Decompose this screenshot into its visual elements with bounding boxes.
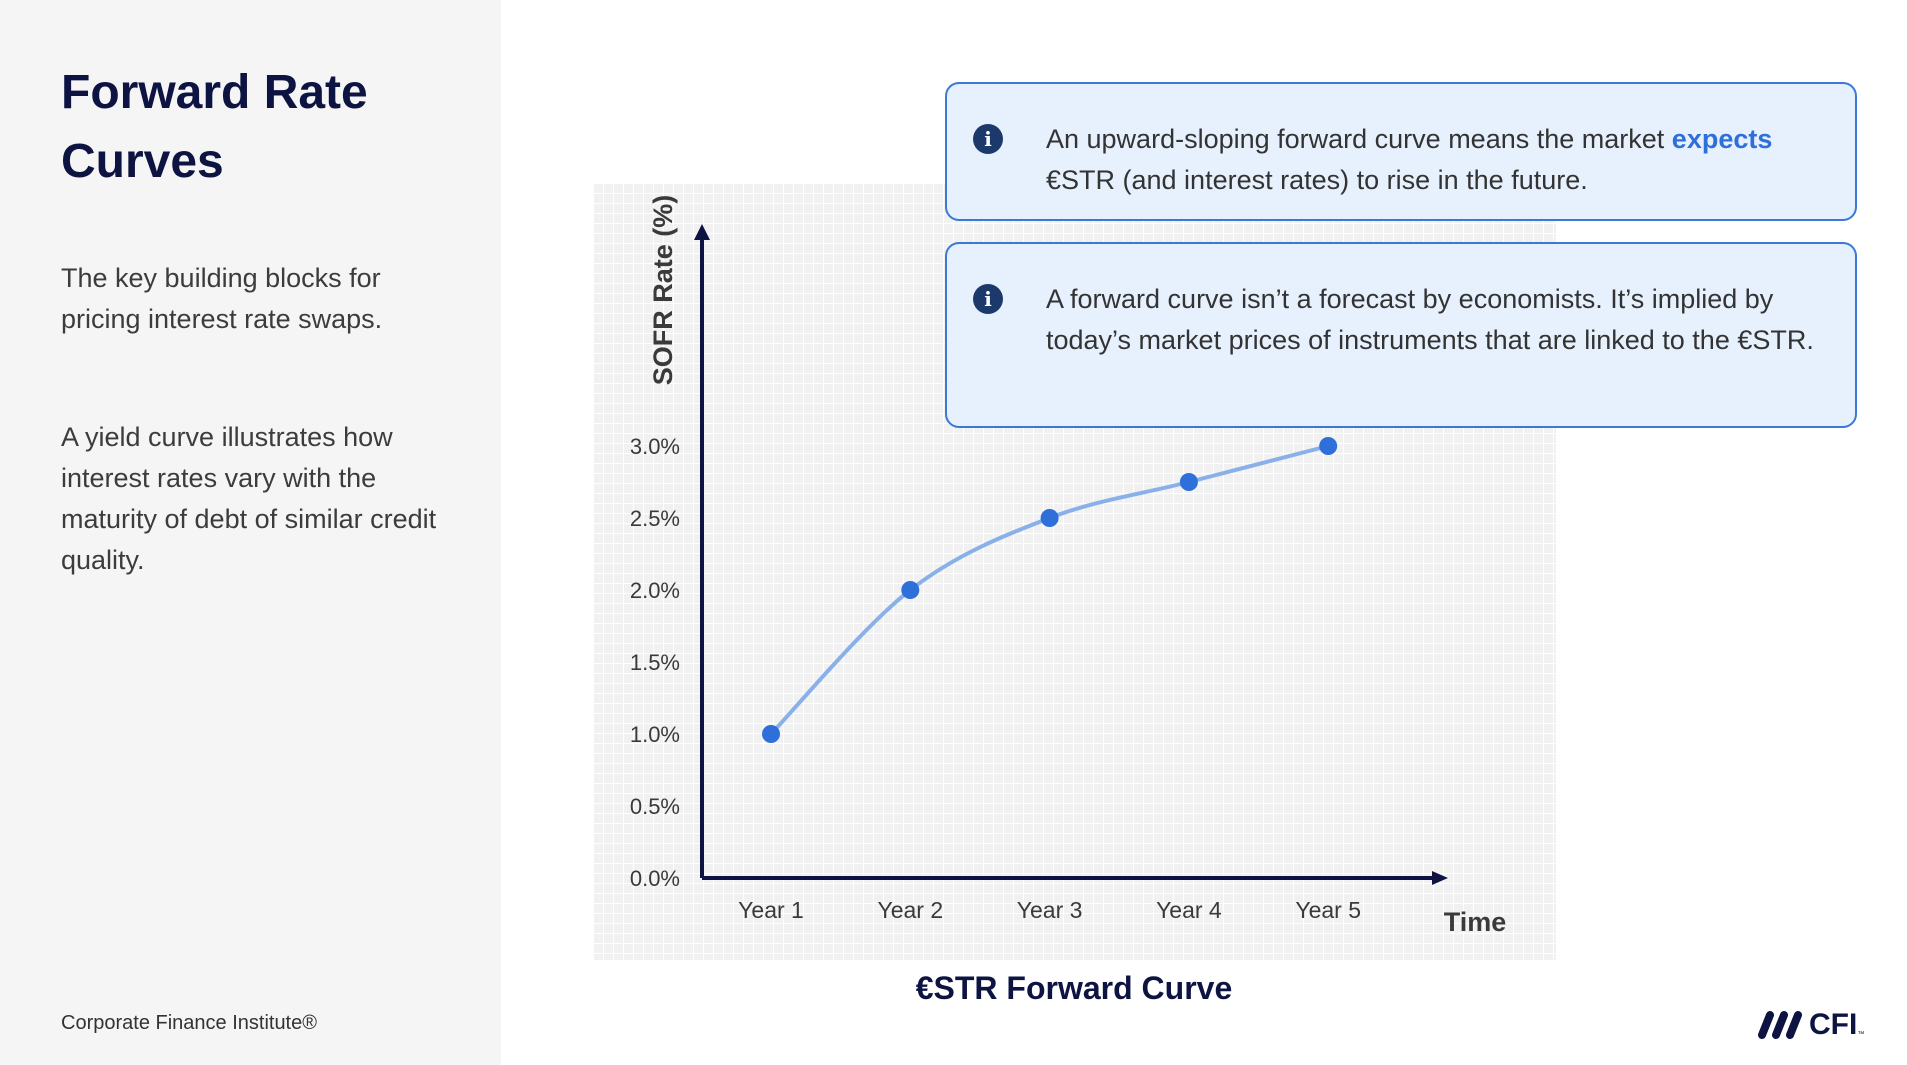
y-tick-label: 3.0% [630,434,680,459]
callout-text-pre: An upward-sloping forward curve means th… [1046,124,1672,154]
x-tick-label: Year 3 [1017,897,1083,923]
y-tick-label: 1.5% [630,650,680,675]
y-tick-label: 2.0% [630,578,680,603]
y-tick-label: 2.5% [630,506,680,531]
callout-text: An upward-sloping forward curve means th… [1046,119,1825,201]
cfi-logo-text: CFI [1809,1008,1858,1041]
callout-text-post: €STR (and interest rates) to rise in the… [1046,165,1588,195]
data-point [1179,473,1198,491]
callout-not-forecast: i A forward curve isn’t a forecast by ec… [945,242,1857,428]
info-icon: i [973,124,1003,154]
y-tick-label: 0.0% [630,866,680,891]
data-point [762,725,780,743]
series-line [769,444,1329,736]
callout-text: A forward curve isn’t a forecast by econ… [1046,284,1814,355]
data-point [1319,437,1338,455]
info-icon: i [973,284,1003,314]
description: A yield curve illustrates how interest r… [61,422,437,575]
page-title: Forward Rate Curves [61,66,368,188]
data-point [1040,509,1059,527]
y-axis-arrow [694,224,710,240]
x-tick-label: Year 1 [738,897,804,923]
callout-highlight: expects [1671,124,1773,154]
callout-upward-curve: i An upward-sloping forward curve means … [945,82,1857,221]
x-tick-label: Year 2 [877,897,943,923]
sidebar: Forward Rate Curves The key building blo… [0,0,501,1065]
x-axis-arrow [1432,871,1448,885]
trademark: ™ [1857,1031,1865,1038]
subtitle: The key building blocks for pricing inte… [61,263,383,334]
y-tick-label: 0.5% [630,794,680,819]
cfi-logo: CFI ™ [1757,1008,1864,1042]
y-tick-label: 1.0% [630,722,680,747]
chart-title: €STR Forward Curve [915,970,1233,1006]
x-tick-label: Year 4 [1156,897,1222,923]
y-axis-label: SOFR Rate (%) [648,195,678,386]
cfi-logo-mark-icon [1758,1011,1802,1039]
data-point [901,581,920,599]
x-axis-label: Time [1444,907,1507,937]
footer-credit: Corporate Finance Institute® [61,1012,317,1034]
x-tick-label: Year 5 [1295,897,1361,923]
